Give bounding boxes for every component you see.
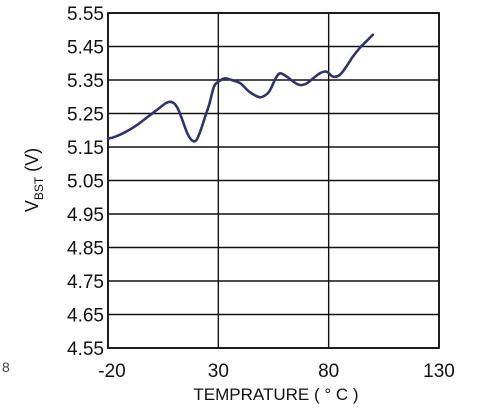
corner-mark: 8 [2, 359, 10, 375]
y-tick-label: 4.95 [67, 205, 104, 226]
y-axis-title-sub: BST [32, 176, 46, 200]
y-tick-labels: 5.55 5.45 5.35 5.25 5.15 5.05 4.95 4.85 4.75 4.65… [67, 4, 104, 360]
y-tick-label: 4.55 [67, 339, 104, 360]
y-tick-label: 5.15 [67, 138, 104, 159]
y-axis-title-unit: (V) [22, 148, 42, 177]
x-tick-labels: -20 30 80 130 [98, 361, 455, 382]
grid-layer [107, 12, 440, 349]
y-axis-title-main: V [22, 200, 42, 212]
plot-frame [107, 12, 440, 349]
y-tick-label: 4.85 [67, 239, 104, 260]
y-tick-label: 5.35 [67, 71, 104, 92]
y-axis-title: VBST (V) [22, 148, 46, 212]
vbst-curve [106, 33, 375, 143]
x-tick-label: -20 [98, 361, 125, 382]
y-tick-label: 4.75 [67, 272, 104, 293]
y-tick-label: 5.55 [67, 4, 104, 25]
x-tick-label: 130 [423, 361, 455, 382]
x-tick-label: 80 [318, 361, 339, 382]
x-axis-title: TEMPRATURE ( ° C ) [193, 385, 358, 404]
y-tick-label: 5.25 [67, 105, 104, 126]
y-tick-label: 5.45 [67, 38, 104, 59]
y-tick-label: 4.65 [67, 306, 104, 327]
y-tick-label: 5.05 [67, 172, 104, 193]
x-tick-label: 30 [208, 361, 229, 382]
